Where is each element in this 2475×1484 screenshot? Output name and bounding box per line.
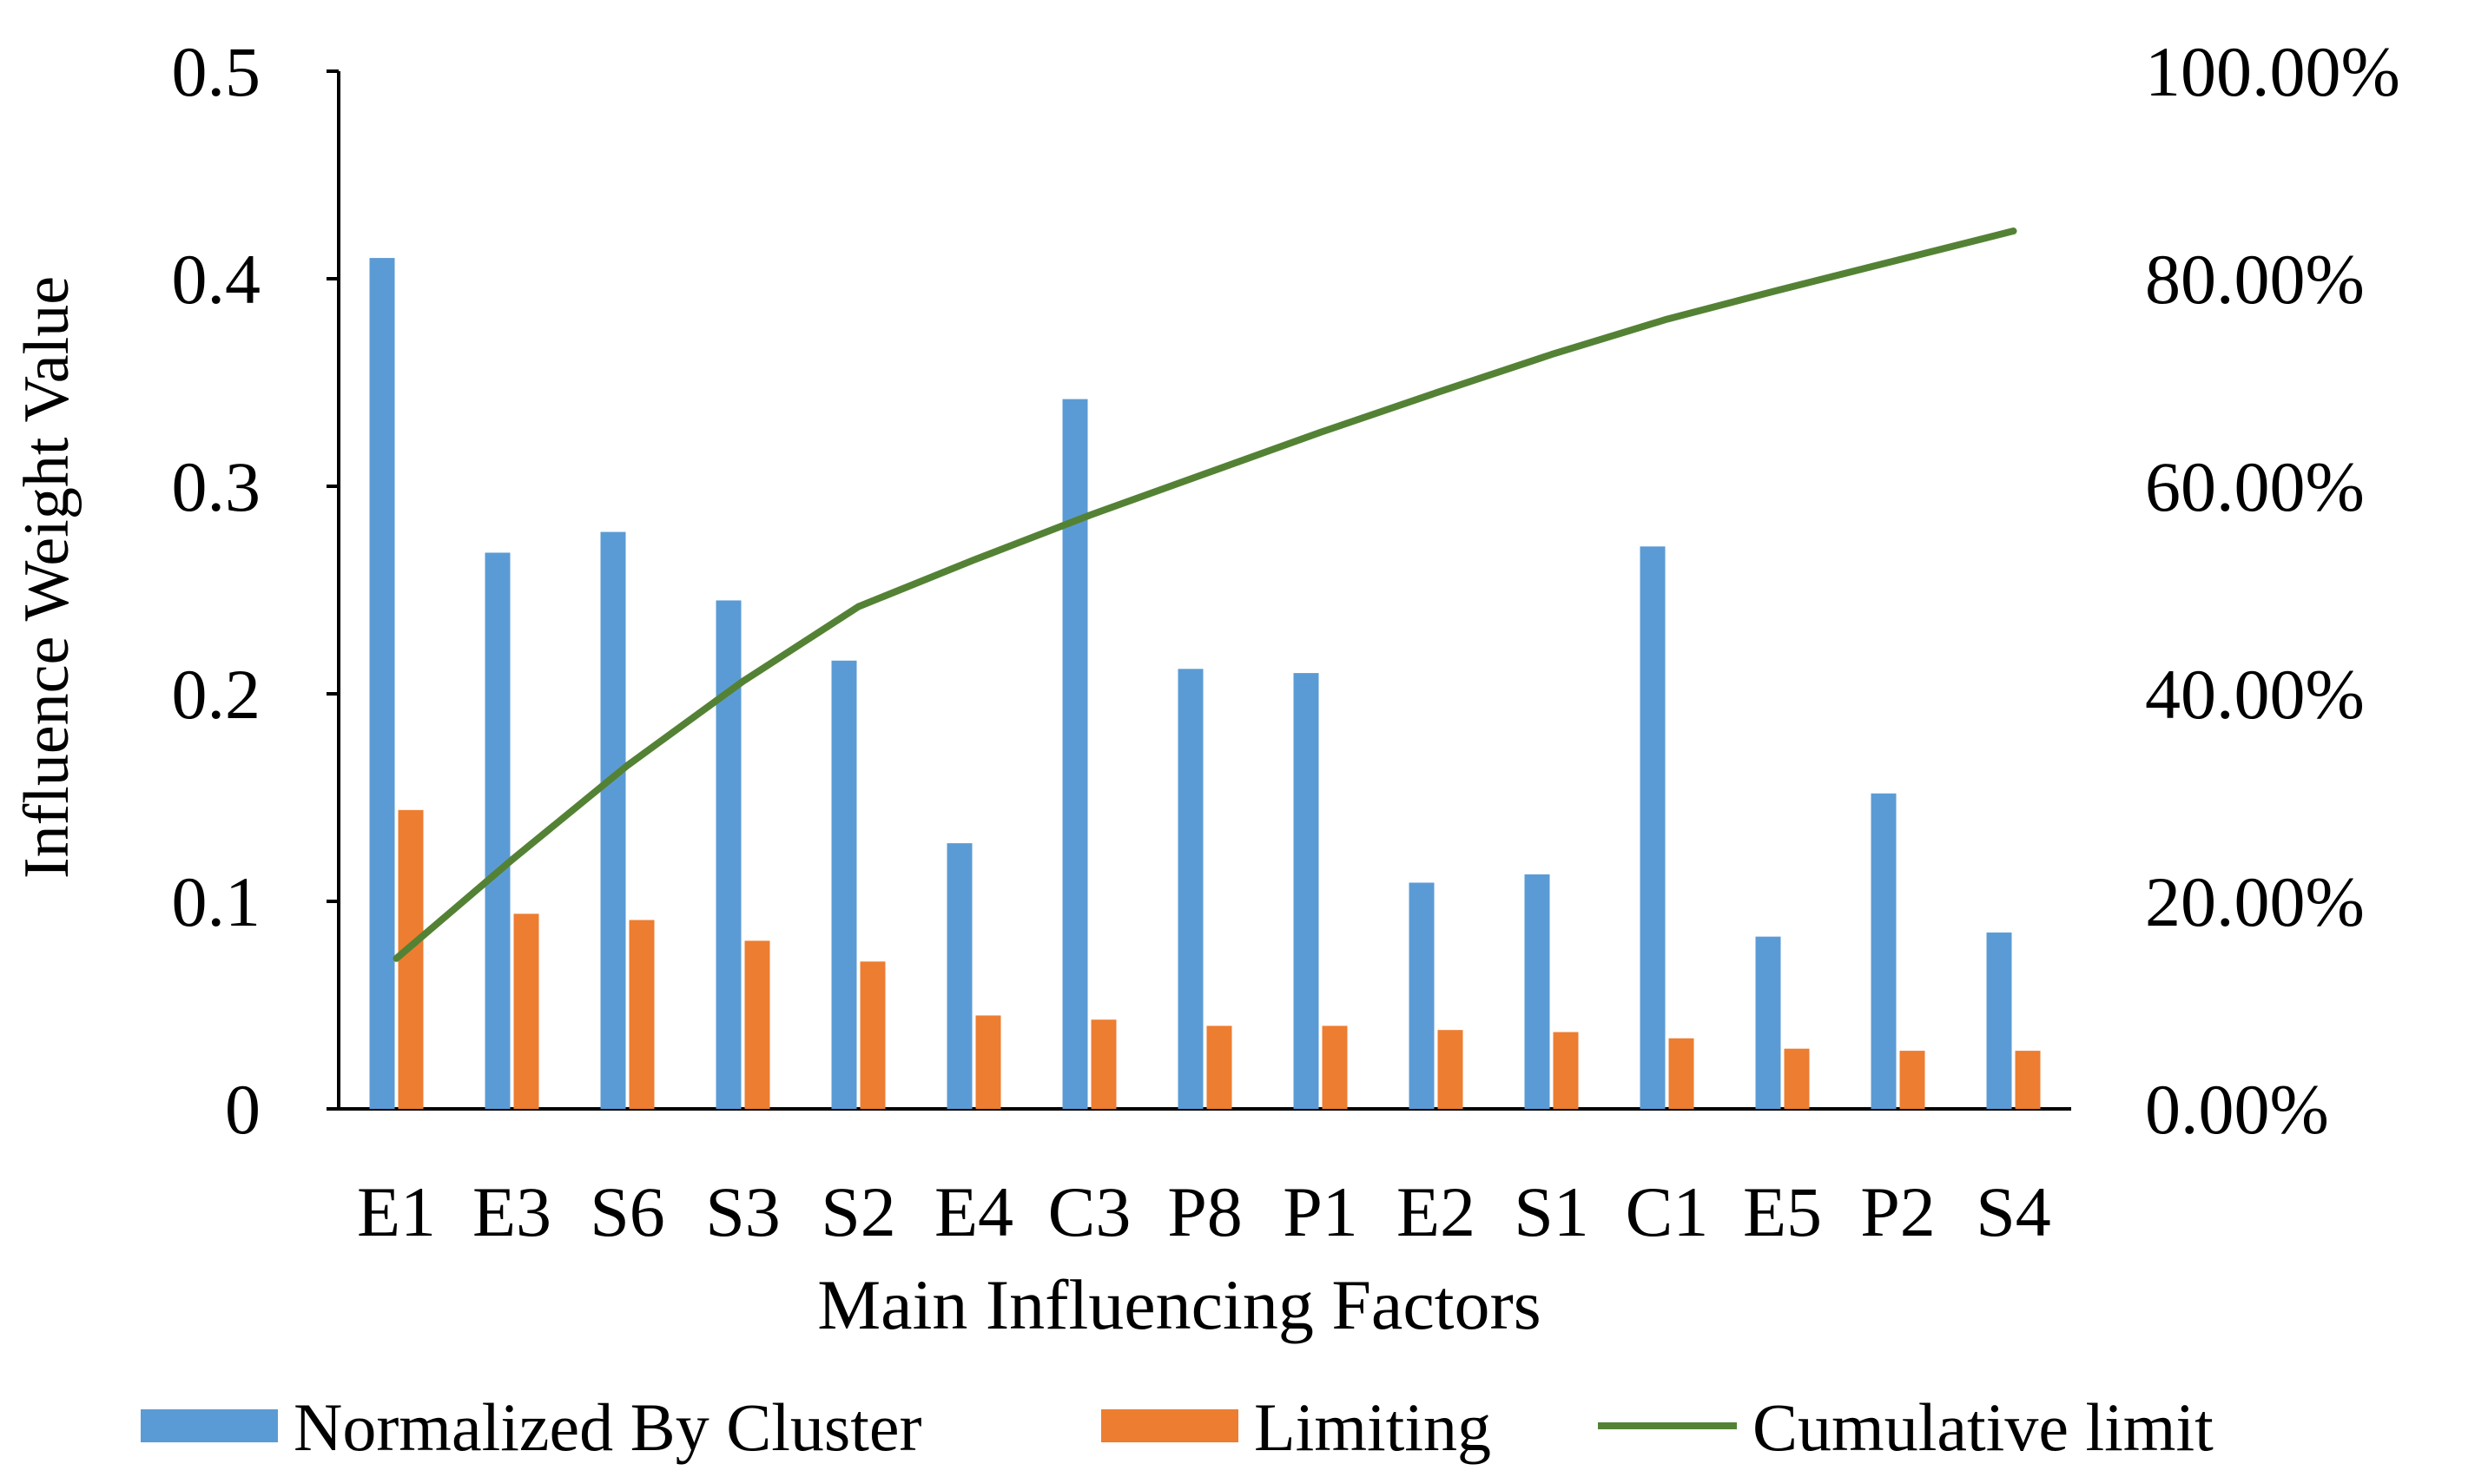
x-tick-label: E3 <box>472 1172 551 1251</box>
bar-limiting <box>1899 1051 1925 1109</box>
bar-limiting <box>513 913 539 1109</box>
bar-normalized <box>1755 936 1781 1109</box>
x-tick-label: S2 <box>821 1172 896 1251</box>
x-tick-label: E5 <box>1743 1172 1822 1251</box>
bar-normalized <box>1409 882 1435 1109</box>
bar-normalized <box>716 600 742 1109</box>
bar-normalized <box>1062 399 1088 1109</box>
bar-normalized <box>831 660 857 1109</box>
x-tick-label: S6 <box>590 1172 665 1251</box>
x-tick-label: E4 <box>934 1172 1013 1251</box>
x-tick-label: S3 <box>705 1172 781 1251</box>
x-tick-label: P2 <box>1860 1172 1936 1251</box>
x-tick-label: P1 <box>1283 1172 1358 1251</box>
x-tick-label: E1 <box>357 1172 436 1251</box>
legend: Normalized By Cluster Limiting Cumulativ… <box>141 1389 2214 1465</box>
legend-label-limiting: Limiting <box>1254 1389 1491 1465</box>
bar-limiting <box>860 961 886 1109</box>
bar-normalized <box>1640 546 1666 1109</box>
y-tick-label: 0.1 <box>172 862 261 941</box>
x-tick-label: E2 <box>1396 1172 1475 1251</box>
legend-label-normalized: Normalized By Cluster <box>294 1389 922 1465</box>
bar-normalized <box>600 531 626 1109</box>
x-tick-label: C3 <box>1048 1172 1132 1251</box>
y-tick-label: 0 <box>225 1070 261 1149</box>
cumulative-line <box>393 228 2017 962</box>
y2-tick-label: 80.00% <box>2145 240 2365 319</box>
y2-tick-label: 20.00% <box>2145 862 2365 941</box>
legend-swatch-normalized <box>141 1409 278 1442</box>
bar-limiting <box>1784 1048 1810 1109</box>
bar-limiting <box>1206 1026 1232 1109</box>
x-tick-label: S4 <box>1976 1172 2051 1251</box>
bar-limiting <box>629 920 655 1109</box>
legend-label-cumulative: Cumulative limit <box>1752 1389 2214 1465</box>
bar-limiting <box>1668 1038 1694 1109</box>
plot-area: 0 0.1 0.2 0.3 0.4 0.5 0.00% 20.00% 40.00% 60.00% 8… <box>172 32 2400 1251</box>
y2-tick-label: 0.00% <box>2145 1070 2329 1149</box>
bar-normalized <box>1986 932 2012 1109</box>
x-tick-label: P8 <box>1167 1172 1243 1251</box>
bar-normalized <box>1293 673 1319 1109</box>
x-tick-label: C1 <box>1626 1172 1709 1251</box>
y-tick-label: 0.2 <box>172 655 261 734</box>
bar-normalized <box>947 843 973 1109</box>
y-tick-label: 0.3 <box>172 447 261 526</box>
bar-limiting <box>975 1015 1001 1109</box>
x-tick-label: S1 <box>1514 1172 1589 1251</box>
bar-limiting <box>1553 1032 1579 1109</box>
bar-normalized <box>1178 669 1204 1109</box>
bar-normalized <box>1524 874 1550 1109</box>
x-axis-title: Main Influencing Factors <box>817 1265 1541 1344</box>
bar-limiting <box>1437 1030 1463 1109</box>
y-tick-label: 0.4 <box>172 240 261 319</box>
y-tick-label: 0.5 <box>172 32 261 111</box>
bar-limiting <box>1091 1019 1117 1109</box>
bar-limiting <box>2015 1051 2041 1109</box>
y-axis-title: Influence Weight Value <box>11 276 82 879</box>
y2-tick-label: 100.00% <box>2145 32 2400 111</box>
legend-swatch-limiting <box>1101 1409 1238 1442</box>
y2-tick-label: 60.00% <box>2145 447 2365 526</box>
bar-limiting <box>1322 1026 1348 1109</box>
y2-tick-label: 40.00% <box>2145 655 2365 734</box>
bar-normalized <box>369 258 395 1110</box>
bar-normalized <box>485 552 511 1109</box>
bar-limiting <box>398 809 424 1109</box>
bar-limiting <box>744 940 770 1109</box>
bar-normalized <box>1871 793 1897 1109</box>
